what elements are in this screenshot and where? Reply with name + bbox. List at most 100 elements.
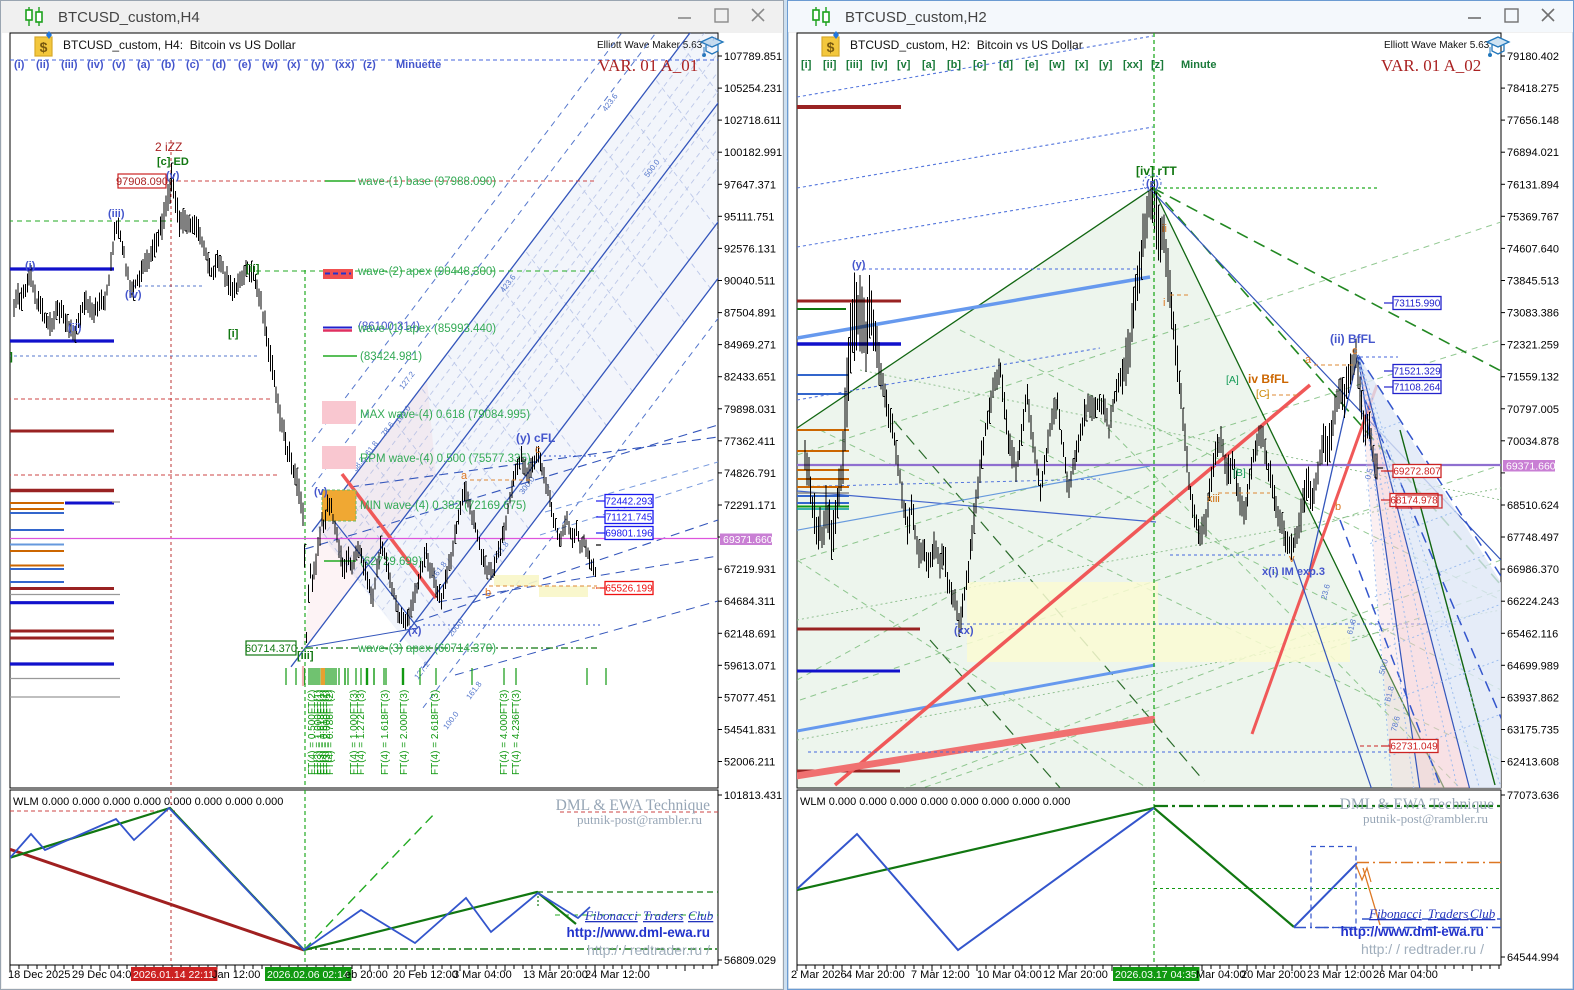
svg-text:20 Feb 12:00: 20 Feb 12:00	[393, 969, 458, 981]
svg-text:[c]: [c]	[973, 59, 987, 71]
svg-text:20 Mar 20:00: 20 Mar 20:00	[1241, 969, 1306, 981]
svg-text:FT(4) = 0.500FT(2): FT(4) = 0.500FT(2)	[307, 690, 318, 775]
svg-text:24 Mar 12:00: 24 Mar 12:00	[585, 969, 650, 981]
svg-text:BTCUSD_custom,H2: BTCUSD_custom,H2	[845, 9, 987, 26]
svg-text:66986.370: 66986.370	[1507, 564, 1559, 576]
svg-text:a: a	[461, 470, 468, 482]
svg-text:71108.264: 71108.264	[1394, 383, 1441, 394]
svg-text:3 Mar 04:00: 3 Mar 04:00	[453, 969, 512, 981]
svg-text:[xx]: [xx]	[1123, 59, 1143, 71]
svg-text:71121.745: 71121.745	[606, 513, 653, 524]
svg-text:[y]: [y]	[1099, 59, 1113, 71]
svg-text:(v): (v)	[112, 59, 126, 71]
svg-text:(iv): (iv)	[125, 289, 142, 301]
svg-text:29 Dec 04:00: 29 Dec 04:00	[72, 969, 137, 981]
svg-text:http:/ / redtrader.ru /: http:/ / redtrader.ru /	[1361, 941, 1484, 957]
svg-text:23.6: 23.6	[1319, 583, 1332, 601]
svg-text:[B]: [B]	[1233, 467, 1246, 479]
svg-text:102718.611: 102718.611	[724, 115, 781, 127]
svg-text:wave-(1) base (97988.090): wave-(1) base (97988.090)	[357, 176, 496, 188]
svg-text:DML & EWA Technique: DML & EWA Technique	[1340, 796, 1494, 813]
svg-text:(62729.699): (62729.699)	[360, 556, 422, 568]
svg-text:69371.660: 69371.660	[1506, 461, 1556, 473]
svg-text:2026.02.06 02:14: 2026.02.06 02:14	[267, 969, 349, 981]
svg-text:[iii]: [iii]	[846, 59, 863, 71]
svg-text:wave-(1) apex (85993.440): wave-(1) apex (85993.440)	[357, 323, 496, 335]
svg-text:VAR. 01 A_01: VAR. 01 A_01	[598, 56, 698, 75]
svg-text:70034.878: 70034.878	[1507, 436, 1559, 448]
svg-text:87504.891: 87504.891	[724, 308, 776, 320]
svg-text:[ii]: [ii]	[823, 59, 837, 71]
svg-text:[C]: [C]	[1256, 388, 1270, 400]
svg-text:18 Dec 2025: 18 Dec 2025	[8, 969, 70, 981]
svg-text:75369.767: 75369.767	[1507, 211, 1559, 223]
svg-text:iv BfFL: iv BfFL	[1248, 372, 1289, 386]
svg-text:BTCUSD_custom,H4: BTCUSD_custom,H4	[58, 9, 200, 26]
svg-text:BTCUSD_custom, H4: Bitcoin vs: BTCUSD_custom, H4: Bitcoin vs US Dollar	[63, 38, 296, 52]
svg-text:64684.311: 64684.311	[724, 596, 775, 608]
svg-text:eb 20:00: eb 20:00	[345, 969, 388, 981]
svg-text:FT(4) = 4.000FT(3): FT(4) = 4.000FT(3)	[499, 690, 510, 775]
svg-text:(w): (w)	[262, 59, 278, 71]
svg-text:97908.090: 97908.090	[116, 176, 168, 188]
svg-text:Elliott Wave Maker 5.63: Elliott Wave Maker 5.63	[597, 40, 703, 51]
svg-text:c: c	[535, 444, 541, 456]
svg-text:[A]: [A]	[1226, 374, 1239, 386]
svg-text:69371.660: 69371.660	[723, 534, 773, 546]
svg-text:63937.862: 63937.862	[1507, 692, 1559, 704]
svg-text:Fibonacci: Fibonacci	[584, 908, 638, 923]
svg-text:(iii): (iii)	[108, 208, 125, 220]
svg-text:(x): (x)	[408, 625, 422, 637]
svg-text:a]: a]	[3, 351, 13, 363]
svg-text:FT(4) = 4.236FT(3): FT(4) = 4.236FT(3)	[511, 690, 522, 775]
svg-text:(83424.981): (83424.981)	[360, 351, 422, 363]
svg-text:62413.608: 62413.608	[1507, 757, 1559, 769]
svg-text:78.6: 78.6	[1389, 715, 1402, 733]
svg-text:76131.894: 76131.894	[1507, 179, 1559, 191]
svg-text:71559.132: 71559.132	[1507, 372, 1559, 384]
svg-text:23 Mar 12:00: 23 Mar 12:00	[1307, 969, 1372, 981]
svg-text:[i]: [i]	[228, 328, 239, 340]
svg-text:Elliott Wave Maker 5.63: Elliott Wave Maker 5.63	[1384, 40, 1490, 51]
svg-text:(c): (c)	[186, 59, 200, 71]
svg-text:97647.371: 97647.371	[724, 179, 776, 191]
svg-text:FT(3) = 2.000FT(1): FT(3) = 2.000FT(1)	[322, 690, 333, 775]
svg-text:68174.978: 68174.978	[1390, 496, 1438, 507]
svg-text:a: a	[1305, 354, 1312, 366]
svg-text:77362.411: 77362.411	[724, 436, 775, 448]
svg-text:105254.231: 105254.231	[724, 83, 782, 95]
svg-text:(86100.314): (86100.314)	[358, 321, 420, 333]
svg-text:59613.071: 59613.071	[724, 660, 776, 672]
svg-text:2 Mar 2026: 2 Mar 2026	[791, 969, 847, 981]
svg-text:69272.807: 69272.807	[1393, 467, 1441, 478]
svg-text:64699.989: 64699.989	[1507, 660, 1559, 672]
svg-text:(iv): (iv)	[87, 59, 104, 71]
svg-text:57077.451: 57077.451	[724, 692, 776, 704]
svg-text:c: c	[1352, 345, 1358, 357]
svg-text:50.0: 50.0	[1377, 658, 1390, 676]
svg-text:MIN wave-(4) 0.382 (72169.675): MIN wave-(4) 0.382 (72169.675)	[360, 500, 526, 512]
svg-text:(ii): (ii)	[36, 59, 50, 71]
svg-text:x(i) IM exp.3: x(i) IM exp.3	[1262, 566, 1325, 578]
svg-text:2026.03.17 04:35: 2026.03.17 04:35	[1115, 969, 1197, 981]
svg-text:[e]: [e]	[1025, 59, 1039, 71]
svg-text:FT(4) = 0.786FT(2): FT(4) = 0.786FT(2)	[325, 690, 336, 775]
svg-text:60714.370: 60714.370	[245, 643, 297, 655]
svg-text:[x]: [x]	[1075, 59, 1089, 71]
svg-text:VAR. 01 A_02: VAR. 01 A_02	[1381, 56, 1481, 75]
svg-text:[iv] rTT: [iv] rTT	[1136, 164, 1177, 178]
svg-text:(iii): (iii)	[61, 59, 78, 71]
svg-text:52006.211: 52006.211	[724, 757, 775, 769]
svg-text:56809.029: 56809.029	[724, 955, 776, 967]
svg-text:100182.991: 100182.991	[724, 147, 782, 159]
svg-text:73845.513: 73845.513	[1507, 276, 1559, 288]
svg-text:ii: ii	[1162, 223, 1167, 235]
svg-text:70797.005: 70797.005	[1507, 404, 1559, 416]
svg-text:[d]: [d]	[999, 59, 1013, 71]
svg-text:62731.049: 62731.049	[1390, 742, 1438, 753]
svg-text:61.8: 61.8	[1383, 685, 1396, 703]
svg-text:0.5: 0.5	[1363, 467, 1375, 481]
svg-text:12 Mar 20:00: 12 Mar 20:00	[1043, 969, 1108, 981]
svg-text:(xx): (xx)	[335, 59, 355, 71]
svg-text:92576.131: 92576.131	[724, 243, 776, 255]
